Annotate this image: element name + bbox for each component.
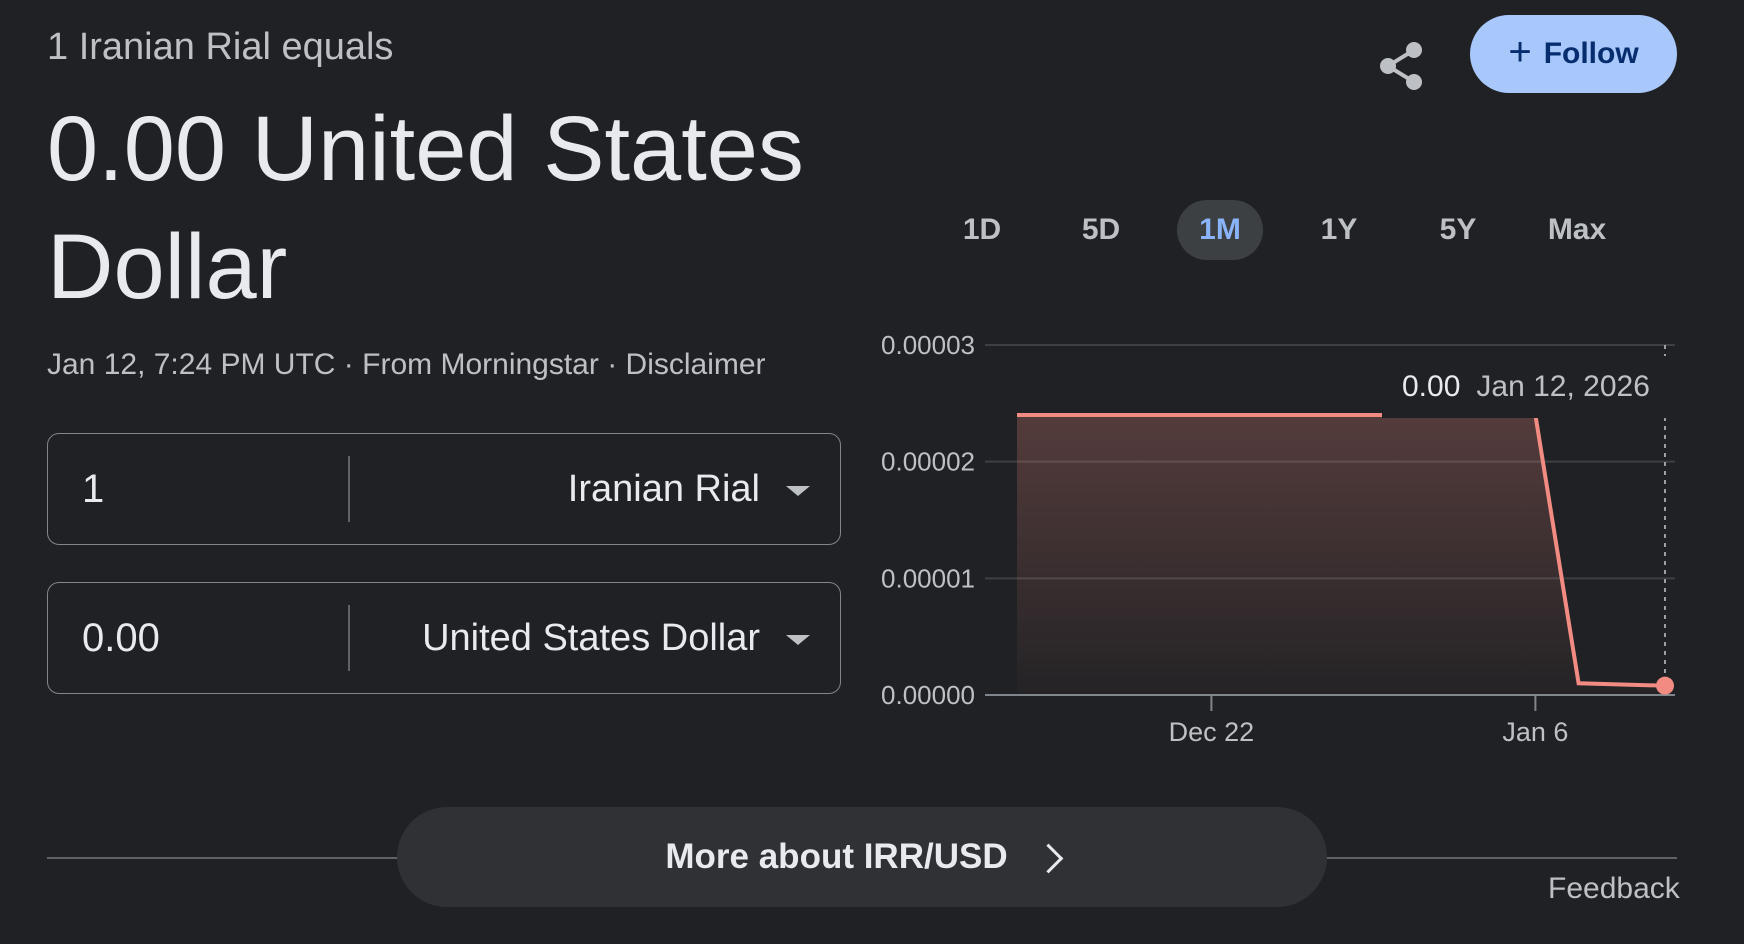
chevron-right-icon <box>1033 843 1063 873</box>
feedback-link[interactable]: Feedback <box>1548 872 1680 905</box>
x-tick-label: Dec 22 <box>1169 717 1255 747</box>
y-tick-label: 0.00001 <box>881 563 975 593</box>
y-tick-label: 0.00002 <box>881 447 975 477</box>
chart-tooltip: 0.00 Jan 12, 2026 <box>1382 356 1668 418</box>
chart-area <box>1017 415 1665 695</box>
divider <box>348 456 350 522</box>
plus-icon: + <box>1508 30 1532 74</box>
source-meta: Jan 12, 7:24 PM UTC · From Morningstar ·… <box>47 348 766 382</box>
tooltip-value: 0.00 <box>1402 370 1461 403</box>
dropdown-arrow-icon <box>786 486 810 496</box>
range-tab-5d[interactable]: 5D <box>1081 213 1121 246</box>
more-about-label: More about IRR/USD <box>665 837 1008 876</box>
conversion-result: 0.00 United States Dollar <box>47 98 804 318</box>
follow-label: Follow <box>1543 37 1639 70</box>
dropdown-arrow-icon <box>786 635 810 645</box>
from-converter-row: Iranian Rial <box>47 433 841 545</box>
footer-divider <box>1320 857 1677 859</box>
more-about-button[interactable]: More about IRR/USD <box>397 807 1327 907</box>
from-currency-label: Iranian Rial <box>567 467 760 510</box>
exchange-rate-chart[interactable]: 0.00003 0.00002 0.00001 0.00000 Dec 22 Jan 6 <box>870 320 1690 760</box>
timestamp: Jan 12, 7:24 PM UTC <box>47 348 336 381</box>
range-tab-1m[interactable]: 1M <box>1177 200 1263 260</box>
range-tab-1d[interactable]: 1D <box>962 213 1002 246</box>
tooltip-date: Jan 12, 2026 <box>1476 370 1650 403</box>
conversion-subtitle: 1 Iranian Rial equals <box>47 26 394 68</box>
meta-separator: · <box>598 348 626 381</box>
y-tick-label: 0.00000 <box>881 680 975 710</box>
disclaimer-link[interactable]: Disclaimer <box>625 348 766 381</box>
footer-divider <box>47 857 407 859</box>
source-name: From Morningstar <box>362 348 599 381</box>
from-amount-input[interactable] <box>82 434 332 544</box>
range-tab-max[interactable]: Max <box>1547 213 1607 246</box>
divider <box>348 605 350 671</box>
follow-button[interactable]: + Follow <box>1470 15 1677 93</box>
to-currency-select[interactable]: United States Dollar <box>422 583 810 693</box>
range-tab-1y[interactable]: 1Y <box>1320 213 1358 246</box>
range-tab-5y[interactable]: 5Y <box>1439 213 1477 246</box>
chart-endpoint-marker <box>1656 676 1674 695</box>
y-tick-label: 0.00003 <box>881 330 975 360</box>
share-icon[interactable] <box>1374 38 1430 94</box>
from-currency-select[interactable]: Iranian Rial <box>568 434 810 544</box>
meta-separator: · <box>335 348 363 381</box>
to-amount-input[interactable] <box>82 583 332 693</box>
to-converter-row: United States Dollar <box>47 582 841 694</box>
to-currency-label: United States Dollar <box>422 616 760 659</box>
x-tick-label: Jan 6 <box>1502 717 1568 747</box>
